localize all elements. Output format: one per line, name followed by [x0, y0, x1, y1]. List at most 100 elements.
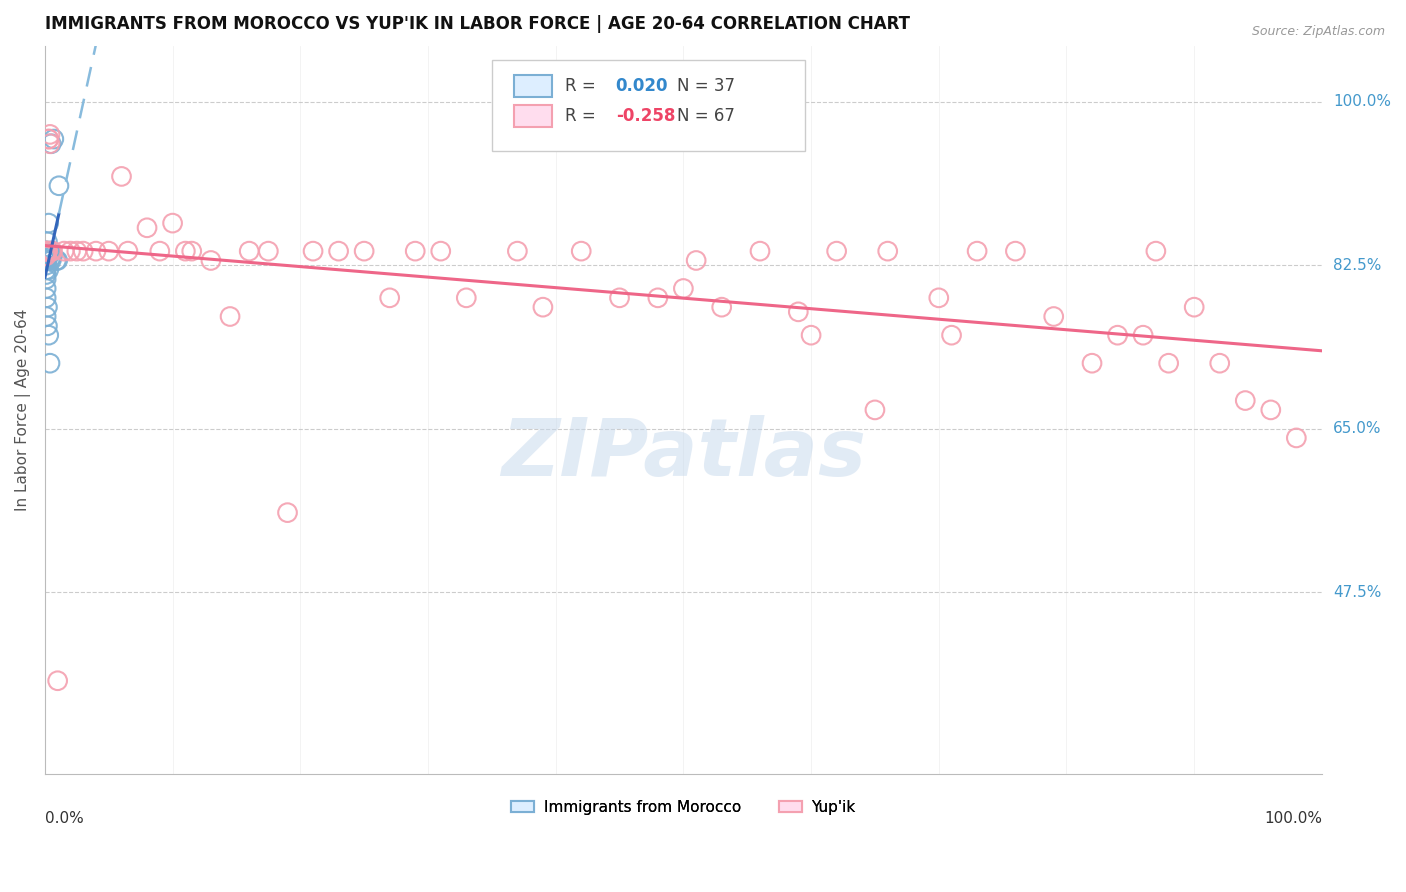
FancyBboxPatch shape [513, 105, 553, 128]
Text: 0.020: 0.020 [616, 77, 668, 95]
Point [46, 253, 69, 268]
Text: N = 37: N = 37 [678, 77, 735, 95]
Point [531, 300, 554, 314]
Point [117, 244, 139, 259]
Text: R =: R = [565, 77, 600, 95]
Point [97, 244, 120, 259]
Point [38, 132, 60, 146]
Point [38, 249, 60, 263]
Point [1260, 403, 1282, 417]
Point [66, 244, 89, 259]
Point [38, 328, 60, 343]
Point [35, 244, 58, 259]
Point [1004, 244, 1026, 259]
Point [200, 253, 222, 268]
Point [35, 249, 58, 263]
Text: 65.0%: 65.0% [1333, 421, 1382, 436]
Point [276, 506, 298, 520]
Point [966, 244, 988, 259]
Point [35, 249, 58, 263]
Point [1182, 300, 1205, 314]
Point [1107, 328, 1129, 343]
FancyBboxPatch shape [492, 61, 804, 152]
Point [39, 244, 62, 259]
Point [180, 244, 202, 259]
Text: Source: ZipAtlas.com: Source: ZipAtlas.com [1251, 25, 1385, 38]
Point [38, 216, 60, 230]
Point [72, 244, 94, 259]
Point [35, 310, 58, 324]
Point [787, 305, 810, 319]
Text: -0.258: -0.258 [616, 107, 675, 126]
Point [876, 244, 898, 259]
Point [39, 253, 62, 268]
Point [35, 249, 58, 263]
Point [35, 291, 58, 305]
Point [39, 136, 62, 151]
Text: 0.0%: 0.0% [45, 811, 83, 826]
Point [38, 132, 60, 146]
Point [38, 262, 60, 277]
Point [35, 244, 58, 259]
Point [219, 310, 242, 324]
Point [1234, 393, 1257, 408]
Point [37, 244, 59, 259]
Point [506, 244, 529, 259]
Point [37, 244, 59, 259]
Point [34, 249, 56, 263]
Point [42, 132, 65, 146]
Point [35, 253, 58, 268]
Point [37, 249, 59, 263]
Text: 100.0%: 100.0% [1264, 811, 1322, 826]
Point [37, 246, 59, 260]
Point [37, 244, 59, 259]
Point [45, 253, 67, 268]
Point [46, 673, 69, 688]
Point [378, 291, 401, 305]
Point [1132, 328, 1154, 343]
Point [456, 291, 478, 305]
Text: R =: R = [565, 107, 600, 126]
Point [710, 300, 733, 314]
Point [39, 253, 62, 268]
Point [110, 169, 132, 184]
Point [353, 244, 375, 259]
Point [941, 328, 963, 343]
Point [35, 244, 58, 259]
Point [59, 244, 82, 259]
Text: 47.5%: 47.5% [1333, 584, 1381, 599]
Text: ZIPatlas: ZIPatlas [501, 415, 866, 492]
Legend: Immigrants from Morocco, Yup'ik: Immigrants from Morocco, Yup'ik [505, 794, 862, 822]
Point [1081, 356, 1104, 370]
Point [1144, 244, 1167, 259]
Point [257, 244, 280, 259]
FancyBboxPatch shape [513, 75, 553, 96]
Y-axis label: In Labor Force | Age 20-64: In Labor Force | Age 20-64 [15, 309, 31, 511]
Point [37, 318, 59, 333]
Point [685, 253, 707, 268]
Point [162, 216, 184, 230]
Point [174, 244, 197, 259]
Point [238, 244, 260, 259]
Point [37, 300, 59, 314]
Point [35, 268, 58, 282]
Point [609, 291, 631, 305]
Point [34, 244, 56, 259]
Point [1285, 431, 1308, 445]
Text: N = 67: N = 67 [678, 107, 735, 126]
Point [84, 244, 107, 259]
Point [35, 262, 58, 277]
Text: 82.5%: 82.5% [1333, 258, 1381, 273]
Point [800, 328, 823, 343]
Text: 100.0%: 100.0% [1333, 95, 1391, 109]
Point [35, 272, 58, 286]
Point [41, 244, 63, 259]
Point [429, 244, 451, 259]
Point [48, 178, 70, 193]
Point [39, 244, 62, 259]
Point [1042, 310, 1064, 324]
Point [53, 244, 76, 259]
Point [39, 244, 62, 259]
Point [35, 281, 58, 295]
Point [39, 128, 62, 142]
